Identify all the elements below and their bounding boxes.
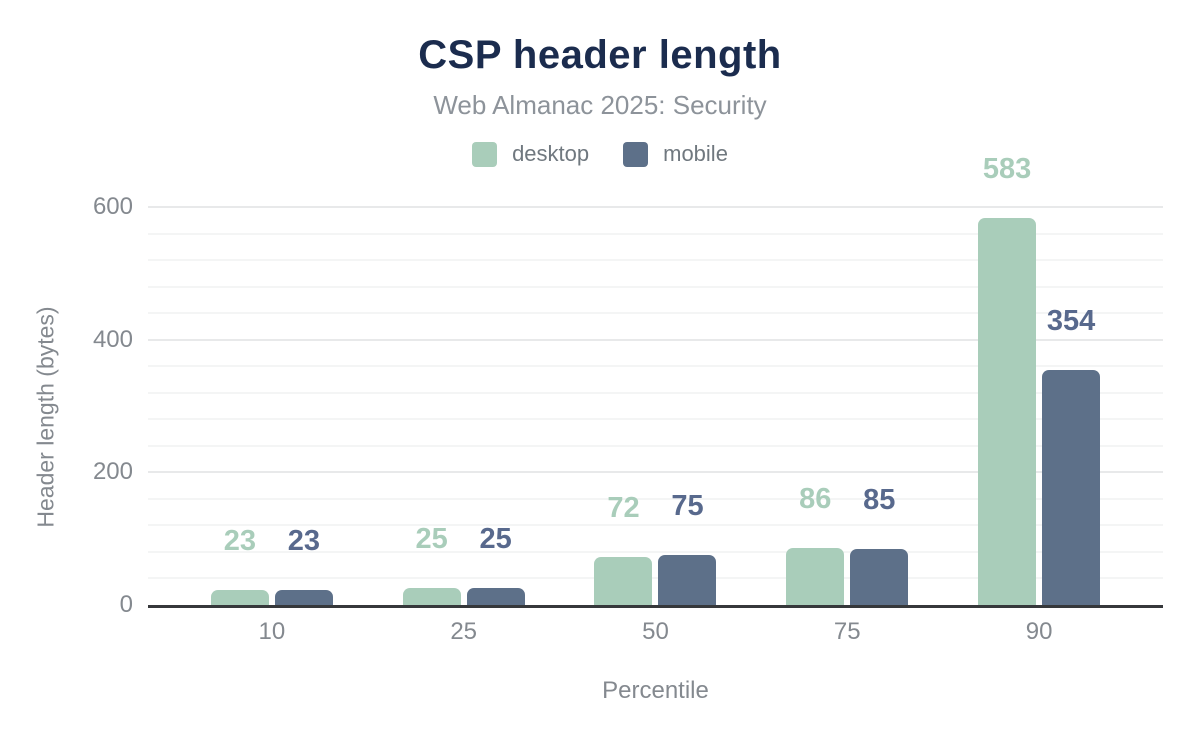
plot-area: 23 23 10 25 25 25 72 75 50 86 85 75 583 354 90 — [148, 155, 1163, 645]
bar-value-label-desktop-p50: 72 — [607, 492, 640, 525]
bar-mobile-p50[interactable] — [658, 555, 717, 605]
gridline — [148, 497, 1163, 500]
y-tick-label: 600 — [92, 193, 133, 220]
gridline — [148, 365, 1163, 368]
bar-mobile-p25[interactable] — [466, 588, 525, 605]
y-tick-label: 200 — [92, 458, 133, 486]
y-tick-label: 0 — [119, 591, 133, 618]
gridlines — [148, 206, 1163, 605]
x-tick-label-p10: 10 — [258, 618, 286, 645]
bar-value-label-desktop-p75: 86 — [799, 482, 832, 515]
legend-swatch-desktop-icon — [472, 141, 498, 167]
gridline — [148, 312, 1163, 315]
gridline — [148, 206, 1163, 208]
bar-group-p75: 86 85 75 — [751, 207, 943, 645]
gridline — [148, 471, 1163, 474]
bar-value-label-mobile-p90: 354 — [1046, 305, 1096, 338]
bar-group-p50: 72 75 50 — [560, 207, 752, 645]
bar-desktop-p75[interactable] — [786, 547, 845, 605]
bar-group-p90: 583 354 90 — [943, 155, 1135, 645]
legend-label-desktop: desktop — [512, 141, 590, 166]
bar-desktop-p10[interactable] — [210, 589, 269, 605]
x-tick-label-p25: 25 — [450, 618, 478, 645]
bar-value-label-desktop-p25: 25 — [415, 523, 448, 556]
gridline — [148, 338, 1163, 341]
legend-item-desktop[interactable]: desktop — [472, 141, 589, 167]
y-axis-ticks: 0 200 400 600 — [40, 193, 133, 618]
bar-value-label-mobile-p75: 85 — [863, 483, 896, 516]
gridline — [148, 391, 1163, 394]
bar-mobile-p75[interactable] — [850, 548, 909, 605]
bar-value-label-desktop-p10: 23 — [223, 524, 257, 557]
x-axis-title: Percentile — [602, 677, 709, 704]
bar-mobile-p10[interactable] — [274, 589, 333, 605]
gridline — [148, 524, 1163, 527]
bar-desktop-p25[interactable] — [402, 588, 461, 605]
bars-row: 23 23 10 25 25 25 72 75 50 86 85 75 583 354 90 — [148, 155, 1163, 645]
bar-value-label-mobile-p10: 23 — [287, 524, 321, 557]
legend: desktop mobile — [0, 141, 1200, 167]
gridline — [148, 259, 1163, 262]
bar-value-label-desktop-p90: 583 — [982, 153, 1032, 186]
bar-desktop-p50[interactable] — [594, 557, 653, 605]
x-tick-label-p75: 75 — [833, 618, 861, 645]
legend-item-mobile[interactable]: mobile — [623, 141, 728, 167]
chart-subtitle: Web Almanac 2025: Security — [433, 90, 767, 120]
x-tick-label-p50: 50 — [642, 618, 669, 645]
bar-mobile-p90[interactable] — [1042, 370, 1101, 605]
x-tick-label-p90: 90 — [1025, 618, 1053, 645]
legend-swatch-mobile-icon — [623, 141, 649, 167]
gridline — [148, 232, 1163, 235]
bar-group-p25: 25 25 25 — [368, 207, 560, 645]
bar-desktop-p90[interactable] — [978, 218, 1037, 605]
gridline — [148, 550, 1163, 553]
bar-group-p10: 23 23 10 — [176, 207, 368, 645]
bar-value-label-mobile-p50: 75 — [671, 490, 704, 523]
gridline — [148, 577, 1163, 580]
legend-label-mobile: mobile — [663, 141, 728, 166]
gridline — [148, 285, 1163, 288]
chart-title: CSP header length — [418, 33, 782, 77]
y-tick-label: 400 — [92, 325, 133, 353]
gridline — [148, 418, 1163, 421]
bar-value-label-mobile-p25: 25 — [479, 523, 512, 556]
x-axis-line — [148, 605, 1163, 608]
gridline — [148, 444, 1163, 447]
